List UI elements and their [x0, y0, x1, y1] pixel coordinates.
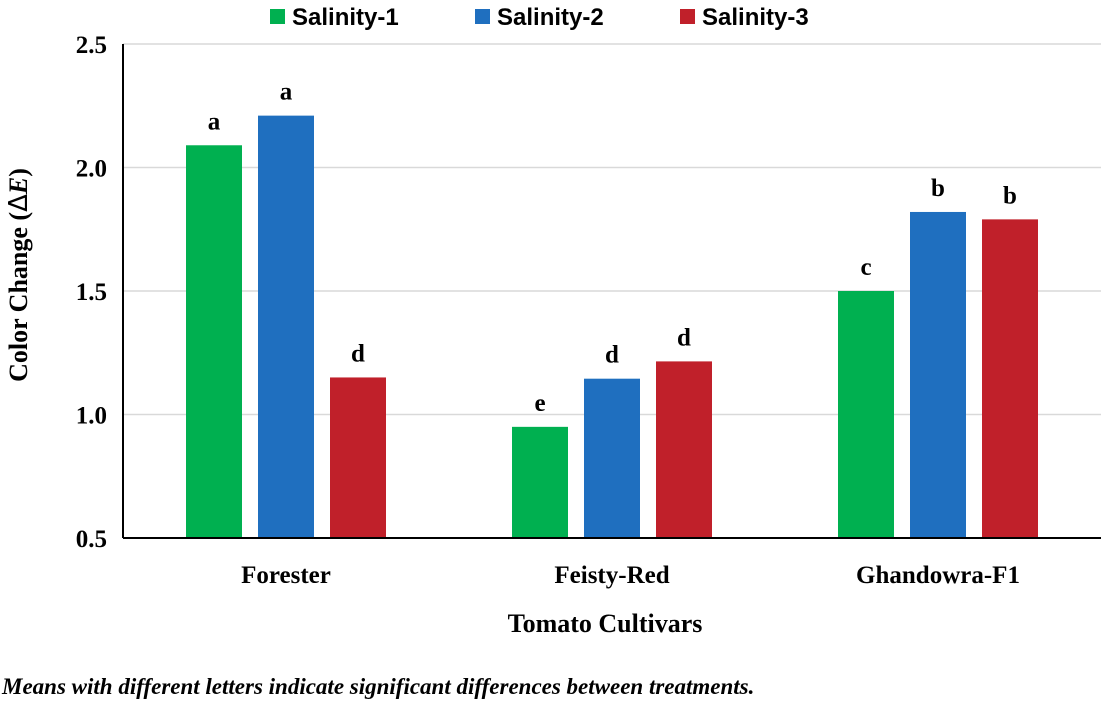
- bars: [186, 115, 1038, 538]
- y-tick-label: 0.5: [76, 526, 107, 553]
- legend-swatch: [680, 9, 695, 24]
- footnote: Means with different letters indicate si…: [2, 674, 755, 699]
- x-tick-label: Ghandowra-F1: [856, 562, 1020, 589]
- legend: Salinity-1 Salinity-2 Salinity-3: [270, 4, 809, 31]
- bar-significance-label: e: [534, 390, 545, 417]
- bar-salinity-1-ghandowra-f1: [838, 291, 894, 538]
- bar-significance-label: a: [280, 79, 293, 106]
- legend-swatch: [475, 9, 490, 24]
- bar-significance-label: c: [860, 254, 871, 281]
- bar-significance-label: d: [677, 324, 691, 351]
- y-tick-label: 2.0: [76, 156, 107, 183]
- y-axis-title: Color Change (ΔE): [4, 168, 34, 382]
- legend-label: Salinity-2: [497, 4, 604, 31]
- bar-significance-label: a: [208, 108, 221, 135]
- bar-salinity-1-forester: [186, 145, 242, 538]
- y-axis-title-suffix: ): [4, 168, 33, 177]
- x-tick-label: Feisty-Red: [554, 562, 669, 589]
- bar-salinity-2-feisty-red: [584, 378, 640, 538]
- legend-label: Salinity-1: [292, 4, 399, 31]
- bar-significance-label: d: [351, 340, 365, 367]
- y-tick-label: 2.5: [76, 32, 107, 59]
- bar-salinity-1-feisty-red: [512, 426, 568, 538]
- bar-salinity-2-ghandowra-f1: [910, 211, 966, 538]
- bar-chart: Salinity-1 Salinity-2 Salinity-3 a a d e d d c b b…: [4, 4, 1101, 638]
- y-tick-label: 1.5: [76, 279, 107, 306]
- bar-salinity-3-feisty-red: [656, 361, 712, 538]
- y-tick-labels: 0.5 1.0 1.5 2.0 2.5: [76, 32, 107, 553]
- y-axis-title-variable: E: [4, 177, 33, 195]
- y-axis-title-delta: Δ: [4, 194, 34, 212]
- y-tick-label: 1.0: [76, 403, 107, 430]
- bar-salinity-2-forester: [258, 115, 314, 538]
- x-tick-label: Forester: [241, 562, 331, 589]
- legend-label: Salinity-3: [702, 4, 809, 31]
- legend-swatch: [270, 9, 285, 24]
- bar-salinity-3-ghandowra-f1: [982, 219, 1038, 538]
- bar-significance-label: b: [1003, 182, 1017, 209]
- bar-labels: a a d e d d c b b: [208, 79, 1017, 417]
- bar-salinity-3-forester: [330, 377, 386, 538]
- x-axis-title: Tomato Cultivars: [508, 609, 703, 638]
- y-axis-title-prefix: Color Change (: [4, 212, 33, 382]
- bar-significance-label: d: [605, 342, 619, 369]
- x-tick-labels: Forester Feisty-Red Ghandowra-F1: [241, 562, 1020, 589]
- bar-significance-label: b: [931, 175, 945, 202]
